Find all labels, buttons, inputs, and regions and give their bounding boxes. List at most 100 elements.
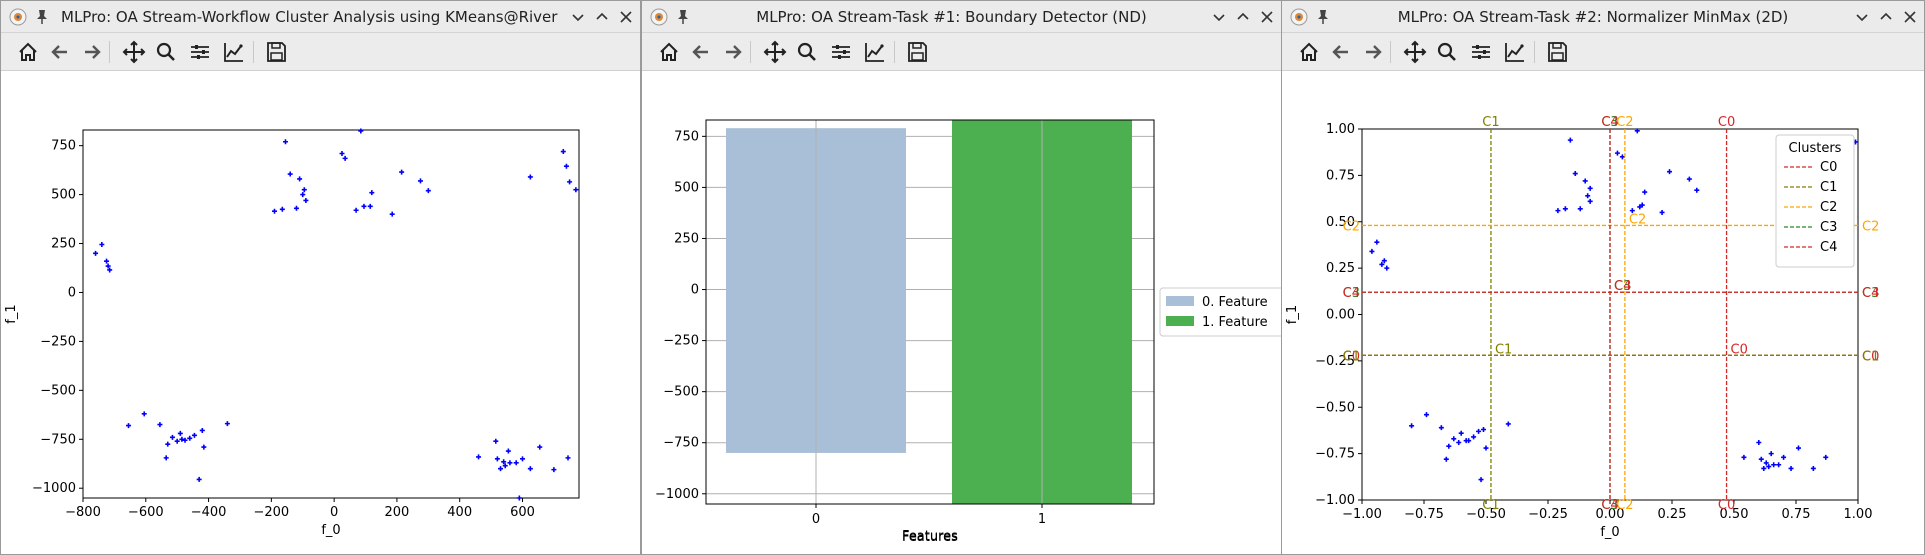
home-icon xyxy=(19,42,37,61)
data-point xyxy=(271,208,277,214)
data-point xyxy=(425,188,431,194)
data-point xyxy=(516,495,522,501)
data-point xyxy=(126,423,132,429)
data-point xyxy=(1409,423,1415,429)
zoom-icon xyxy=(797,42,816,61)
x-tick-label: 1.00 xyxy=(1844,507,1873,522)
close-icon[interactable] xyxy=(1900,7,1920,27)
cluster-label-top: C4 xyxy=(1601,115,1618,130)
y-tick-label: −1000 xyxy=(655,487,699,502)
subplots-button[interactable] xyxy=(1468,39,1494,65)
toolbar-separator xyxy=(750,41,751,63)
pan-button[interactable] xyxy=(121,39,147,65)
y-tick-label: 250 xyxy=(51,237,76,252)
chevron-up-icon[interactable] xyxy=(1233,7,1253,27)
legend-title: Clusters xyxy=(1789,141,1842,156)
cluster-label-bottom: C0 xyxy=(1718,498,1735,513)
chevron-up-icon[interactable] xyxy=(1876,7,1896,27)
back-button[interactable] xyxy=(688,39,714,65)
back-button[interactable] xyxy=(1328,39,1354,65)
cluster-scatter-chart[interactable]: −800 −600 −400 −200 0 200 400 600 −1000 −750 −500 −… xyxy=(1,72,641,555)
home-button[interactable] xyxy=(656,39,682,65)
toolbar-separator xyxy=(894,41,895,63)
pin-icon[interactable] xyxy=(35,9,49,25)
data-point xyxy=(104,258,110,264)
data-point xyxy=(513,460,519,466)
data-point xyxy=(1481,427,1487,433)
zoom-button[interactable] xyxy=(794,39,820,65)
titlebar[interactable]: MLPro: OA Stream-Workflow Cluster Analys… xyxy=(1,1,640,33)
legend-label: 1. Feature xyxy=(1202,315,1268,330)
figure-canvas[interactable]: −800 −600 −400 −200 0 200 400 600 −1000 −750 −500 −… xyxy=(1,72,640,554)
axes-edit-icon xyxy=(224,43,243,62)
chevron-up-icon[interactable] xyxy=(592,7,612,27)
data-point xyxy=(1823,454,1829,460)
window-cluster-analysis[interactable]: MLPro: OA Stream-Workflow Cluster Analys… xyxy=(0,0,641,555)
close-icon[interactable] xyxy=(616,7,636,27)
y-tick-label: 500 xyxy=(51,188,76,203)
data-point xyxy=(1629,208,1635,214)
cluster-label-center: C2 xyxy=(1629,212,1646,227)
data-point xyxy=(1369,248,1375,254)
chevron-down-icon[interactable] xyxy=(1852,7,1872,27)
axes-edit-button[interactable] xyxy=(862,39,888,65)
y-tick-label: 1.00 xyxy=(1326,122,1355,137)
home-button[interactable] xyxy=(15,39,41,65)
forward-button[interactable] xyxy=(79,39,105,65)
home-icon xyxy=(1300,42,1318,61)
pan-icon xyxy=(763,40,787,64)
chevron-down-icon[interactable] xyxy=(1209,7,1229,27)
window-title: MLPro: OA Stream-Task #2: Normalizer Min… xyxy=(1397,8,1789,26)
close-icon[interactable] xyxy=(1257,7,1277,27)
data-point xyxy=(1476,428,1482,434)
forward-button[interactable] xyxy=(1360,39,1386,65)
cluster-label-left: C1 xyxy=(1343,349,1360,364)
legend-swatch xyxy=(1166,316,1194,326)
data-point xyxy=(1384,265,1390,271)
titlebar[interactable]: MLPro: OA Stream-Task #2: Normalizer Min… xyxy=(1282,1,1924,33)
cluster-label-right: C4 xyxy=(1862,286,1879,301)
data-point xyxy=(224,421,230,427)
save-button[interactable] xyxy=(263,39,289,65)
zoom-button[interactable] xyxy=(1434,39,1460,65)
pan-button[interactable] xyxy=(762,39,788,65)
axes-edit-button[interactable] xyxy=(1502,39,1528,65)
cluster-label-center: C4 xyxy=(1614,279,1631,294)
pan-icon xyxy=(122,40,146,64)
data-point xyxy=(1768,451,1774,457)
data-point xyxy=(1667,169,1673,175)
data-point xyxy=(1458,430,1464,436)
pan-button[interactable] xyxy=(1402,39,1428,65)
subplots-button[interactable] xyxy=(187,39,213,65)
zoom-button[interactable] xyxy=(153,39,179,65)
home-button[interactable] xyxy=(1296,39,1322,65)
cluster-label-right: C1 xyxy=(1862,349,1879,364)
titlebar[interactable]: MLPro: OA Stream-Task #1: Boundary Detec… xyxy=(642,1,1281,33)
subplots-button[interactable] xyxy=(828,39,854,65)
x-axis-label: Features xyxy=(902,530,958,545)
y-tick-label: −250 xyxy=(663,334,699,349)
window-boundary-detector[interactable]: MLPro: OA Stream-Task #1: Boundary Detec… xyxy=(641,0,1282,555)
back-button[interactable] xyxy=(47,39,73,65)
figure-canvas[interactable]: −1000 −750 −500 −250 0 250 500 750 Features 0 1 Fea… xyxy=(642,72,1281,554)
data-point xyxy=(179,436,185,442)
axes-edit-button[interactable] xyxy=(221,39,247,65)
chevron-down-icon[interactable] xyxy=(568,7,588,27)
cluster-label-bottom: C3 xyxy=(1601,498,1618,513)
data-point xyxy=(107,267,113,273)
window-normalizer[interactable]: MLPro: OA Stream-Task #2: Normalizer Min… xyxy=(1281,0,1925,555)
save-button[interactable] xyxy=(1544,39,1570,65)
toolbar-separator xyxy=(1534,41,1535,63)
normalized-scatter-chart[interactable]: −1.00 −0.75 −0.50 −0.25 0.00 0.25 0.50 0.75 1.00… xyxy=(1282,72,1925,555)
forward-button[interactable] xyxy=(720,39,746,65)
data-point xyxy=(342,155,348,161)
pin-icon[interactable] xyxy=(676,9,690,25)
pin-icon[interactable] xyxy=(1316,9,1330,25)
data-point xyxy=(169,434,175,440)
data-point xyxy=(1582,178,1588,184)
save-button[interactable] xyxy=(904,39,930,65)
y-tick-label: 0.50 xyxy=(1326,215,1355,230)
figure-canvas[interactable]: −1.00 −0.75 −0.50 −0.25 0.00 0.25 0.50 0.75 1.00… xyxy=(1282,72,1924,554)
data-point xyxy=(573,187,579,193)
